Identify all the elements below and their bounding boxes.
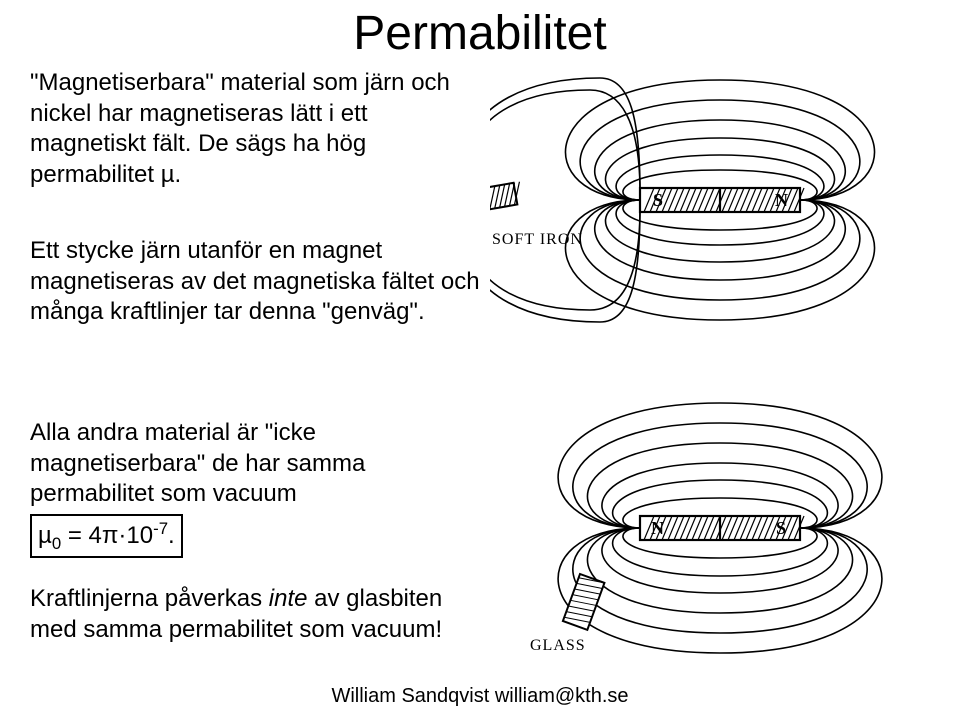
svg-text:GLASS: GLASS xyxy=(530,637,586,654)
paragraph-4-pre: Kraftlinjerna påverkas xyxy=(30,585,269,612)
svg-text:S: S xyxy=(776,518,786,538)
svg-text:S: S xyxy=(653,190,663,210)
svg-text:N: N xyxy=(651,518,664,538)
formula-mu0: µ0 = 4π·10-7. xyxy=(30,514,183,558)
page-title: Permabilitet xyxy=(0,6,960,61)
paragraph-3-text: Alla andra material är "icke magnetiserb… xyxy=(30,419,365,507)
footer-author: William Sandqvist william@kth.se xyxy=(0,685,960,708)
figure-glass: N S GLASS xyxy=(490,388,950,668)
figure-soft-iron: S N SOFT IRON xyxy=(490,60,950,340)
svg-text:SOFT IRON: SOFT IRON xyxy=(492,231,583,248)
paragraph-4: Kraftlinjerna påverkas inte av glasbiten… xyxy=(30,584,460,645)
svg-text:N: N xyxy=(775,190,788,210)
paragraph-4-emph: inte xyxy=(269,585,308,612)
paragraph-3: Alla andra material är "icke magnetiserb… xyxy=(30,418,460,558)
paragraph-2: Ett stycke järn utanför en magnet magnet… xyxy=(30,236,480,328)
paragraph-1: "Magnetiserbara" material som järn och n… xyxy=(30,68,480,191)
